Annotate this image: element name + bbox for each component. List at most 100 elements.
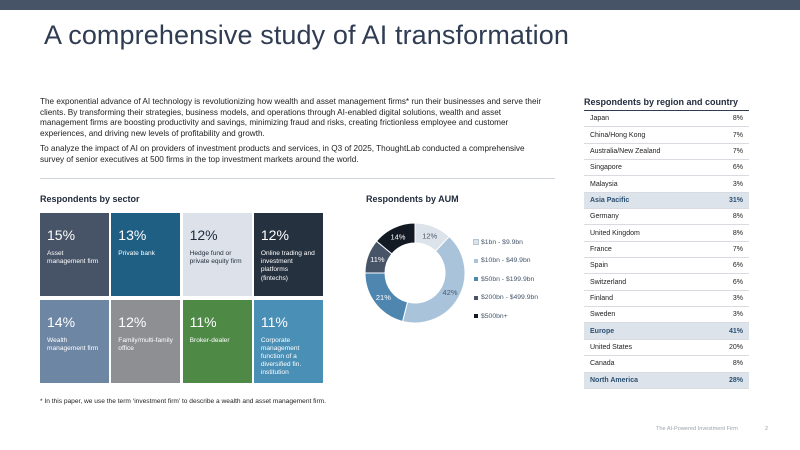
country-row: China/Hong Kong 7% [584, 127, 749, 144]
legend-item: $10bn - $49.9bn [474, 252, 538, 271]
intro-text: The exponential advance of AI technology… [40, 97, 550, 171]
region-share: 7% [732, 131, 743, 139]
country-row: France 7% [584, 242, 749, 259]
region-share: 20% [728, 343, 743, 351]
region-name: Asia Pacific [590, 196, 630, 204]
sector-label: Wealth management firm [47, 336, 99, 352]
footnote: * In this paper, we use the term ‘invest… [40, 398, 326, 405]
region-name: Malaysia [590, 180, 618, 188]
region-name: United Kingdom [590, 229, 640, 237]
region-share: 3% [732, 311, 743, 319]
region-name: France [590, 245, 612, 253]
country-row: Singapore 6% [584, 160, 749, 177]
region-table-body: Japan 8% China/Hong Kong 7% Australia/New Ze… [584, 111, 749, 389]
region-name: Canada [590, 360, 615, 368]
donut-data-label: 14% [390, 232, 405, 241]
sector-percentage: 11% [189, 313, 217, 330]
region-table: Respondents by region and country Japan 8… [584, 97, 749, 389]
region-name: Australia/New Zealand [590, 147, 661, 155]
legend-item: $50bn - $199.9bn [474, 270, 538, 289]
country-row: Germany 8% [584, 209, 749, 226]
legend-label: $500bn+ [481, 312, 508, 320]
legend-swatch [474, 258, 478, 263]
sector-label: Private bank [118, 250, 155, 257]
country-row: Canada 8% [584, 356, 749, 373]
sector-percentage: 12% [189, 227, 218, 243]
sector-tile: 11% Broker-dealer [182, 299, 252, 383]
top-banner [0, 0, 800, 10]
sector-tile: 12% Hedge fund or private equity firm [182, 213, 252, 296]
sector-percentage: 14% [47, 313, 76, 330]
country-row: Switzerland 6% [584, 274, 749, 291]
donut-data-label: 42% [443, 288, 458, 297]
legend-item: $200bn - $499.9bn [474, 289, 538, 308]
donut-slice [375, 222, 416, 255]
legend-item: $1bn - $9.9bn [473, 233, 538, 252]
region-subtotal-row: North America 28% [584, 372, 749, 389]
region-name: Singapore [590, 164, 622, 172]
region-name: Spain [590, 262, 608, 270]
sector-tile: 12% Family/multi-family office [111, 299, 181, 383]
country-row: United Kingdom 8% [584, 225, 749, 242]
region-share: 8% [732, 115, 743, 123]
aum-heading: Respondents by AUM [366, 194, 459, 204]
intro-paragraph-1: The exponential advance of AI technology… [40, 97, 542, 138]
aum-donut-chart: 12% 42% 21% 11% 14% [364, 222, 466, 324]
legend-swatch [473, 239, 479, 246]
region-share: 6% [732, 278, 743, 286]
region-name: Switzerland [590, 278, 627, 286]
legend-swatch [474, 295, 478, 300]
sector-grid: 15% Asset management firm 13% Private bank 1… [40, 213, 323, 383]
region-name: United States [590, 343, 633, 351]
region-share: 7% [732, 147, 743, 155]
country-row: Australia/New Zealand 7% [584, 144, 749, 161]
intro-paragraph-2: To analyze the impact of AI on providers… [40, 144, 525, 164]
sector-label: Asset management firm [47, 250, 99, 266]
legend-swatch [474, 277, 478, 282]
sector-percentage: 13% [118, 227, 147, 243]
sector-percentage: 12% [260, 227, 289, 243]
region-name: Europe [590, 327, 615, 335]
legend-swatch [474, 314, 478, 319]
legend-label: $10bn - $49.9bn [481, 257, 531, 265]
legend-label: $200bn - $499.9bn [481, 294, 539, 302]
legend-label: $50bn - $199.9bn [481, 275, 535, 283]
page-number: 2 [765, 426, 769, 432]
sector-tile: 12% Online trading and investment platfor… [253, 213, 323, 296]
region-share: 6% [732, 262, 743, 270]
donut-data-label: 21% [376, 293, 391, 302]
country-row: Malaysia 3% [584, 176, 749, 193]
region-share: 3% [732, 180, 743, 188]
country-row: Finland 3% [584, 291, 749, 308]
region-name: China/Hong Kong [590, 131, 646, 139]
region-name: North America [590, 376, 638, 384]
sector-tile: 11% Corporate management function of a di… [253, 299, 323, 383]
region-share: 3% [732, 294, 743, 302]
country-row: United States 20% [584, 340, 749, 357]
region-subtotal-row: Asia Pacific 31% [584, 192, 749, 210]
region-share: 7% [732, 245, 743, 253]
region-share: 8% [732, 360, 743, 368]
region-name: Germany [590, 213, 619, 221]
country-row: Japan 8% [584, 111, 749, 128]
region-name: Finland [590, 294, 613, 302]
donut-slice [401, 235, 466, 324]
sector-percentage: 15% [47, 227, 76, 243]
region-name: Sweden [590, 311, 616, 319]
publication-footer: The AI-Powered Investment Firm [656, 426, 738, 432]
sector-label: Broker-dealer [189, 336, 230, 344]
sector-label: Family/multi-family office [118, 336, 173, 352]
section-divider [40, 178, 555, 179]
region-share: 28% [728, 376, 743, 384]
page-title: A comprehensive study of AI transformati… [44, 20, 569, 50]
country-row: Spain 6% [584, 258, 749, 275]
sector-label: Hedge fund or private equity firm [189, 250, 242, 266]
region-table-title: Respondents by region and country [584, 97, 749, 111]
region-subtotal-row: Europe 41% [584, 323, 749, 340]
region-share: 8% [732, 229, 743, 237]
sector-percentage: 12% [118, 313, 147, 330]
legend-label: $1bn - $9.9bn [481, 238, 523, 246]
country-row: Sweden 3% [584, 307, 749, 324]
region-share: 31% [728, 196, 743, 204]
sector-tile: 15% Asset management firm [40, 213, 109, 296]
